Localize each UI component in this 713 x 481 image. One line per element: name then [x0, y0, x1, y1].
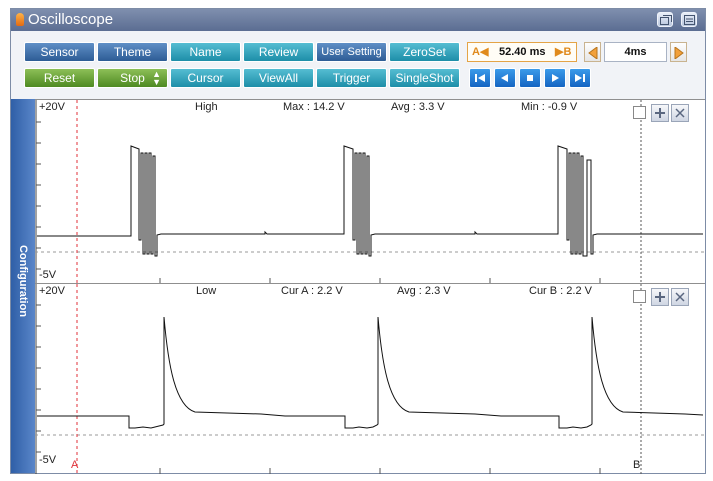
- channel-2-trace: [35, 284, 705, 474]
- stop-playback-button[interactable]: [519, 68, 541, 88]
- cursor-b-tag: ▶B: [555, 46, 572, 58]
- oscilloscope-window: Oscilloscope Sensor Theme Name Review Us…: [10, 8, 706, 474]
- stop-icon: [527, 75, 533, 81]
- cursor-button[interactable]: Cursor: [170, 68, 241, 88]
- cursor-delta-display: A◀ 52.40 ms ▶B: [467, 42, 577, 62]
- updown-icon: ▲ ▼: [152, 69, 161, 87]
- channel-1-ymin-label: -5V: [39, 269, 57, 281]
- zeroset-button[interactable]: ZeroSet: [389, 42, 460, 62]
- menu-window-button[interactable]: [681, 12, 697, 27]
- theme-button[interactable]: Theme: [97, 42, 168, 62]
- channel-1-min: Min : -0.9 V: [521, 101, 578, 113]
- channel-1-avg: Avg : 3.3 V: [391, 101, 445, 113]
- toolbar: Sensor Theme Name Review User Setting Ze…: [11, 31, 705, 99]
- stop-select[interactable]: Stop ▲ ▼: [97, 68, 168, 88]
- name-button[interactable]: Name: [170, 42, 241, 62]
- channel-2-mode: Low: [196, 285, 217, 297]
- user-setting-button[interactable]: User Setting: [316, 42, 387, 62]
- cursor-a-tag: A◀: [472, 46, 489, 58]
- channel-2-ymin-label: -5V: [39, 454, 57, 466]
- title-bar: Oscilloscope: [11, 9, 705, 31]
- channel-2-ymax-label: +20V: [39, 285, 65, 297]
- channel-2-close-button[interactable]: [671, 288, 689, 306]
- restore-icon: [660, 15, 672, 25]
- viewall-button[interactable]: ViewAll: [243, 68, 314, 88]
- cursor-a-marker[interactable]: A: [71, 459, 79, 471]
- last-frame-button[interactable]: [569, 68, 591, 88]
- cursor-b-marker[interactable]: B: [633, 459, 641, 471]
- window-title: Oscilloscope: [28, 11, 114, 28]
- play-icon: [552, 74, 559, 82]
- skip-forward-icon: [575, 74, 585, 82]
- menu-icon: [684, 15, 695, 25]
- channel-1-select-checkbox[interactable]: [633, 106, 646, 119]
- stop-label: Stop: [120, 71, 145, 85]
- triangle-left-icon: [588, 47, 598, 59]
- plus-icon: [655, 292, 665, 302]
- channel-1-ymax-label: +20V: [39, 101, 65, 113]
- channel-1-controls: [633, 104, 697, 122]
- play-back-icon: [501, 74, 508, 82]
- close-icon: [675, 108, 685, 118]
- channel-1-max: Max : 14.2 V: [283, 101, 345, 113]
- channel-1-add-button[interactable]: [651, 104, 669, 122]
- channel-2-cur-b: Cur B : 2.2 V: [529, 285, 592, 297]
- timebase-decrease-button[interactable]: [584, 42, 601, 62]
- channel-1-mode: High: [195, 101, 218, 113]
- channel-1-pane: +20V -5V High Max : 14.2 V Avg : 3.3 V M…: [35, 99, 705, 284]
- review-button[interactable]: Review: [243, 42, 314, 62]
- channel-2-add-button[interactable]: [651, 288, 669, 306]
- channel-1-close-button[interactable]: [671, 104, 689, 122]
- restore-window-button[interactable]: [657, 12, 673, 27]
- singleshot-button[interactable]: SingleShot: [389, 68, 460, 88]
- next-frame-button[interactable]: [544, 68, 566, 88]
- first-frame-button[interactable]: [469, 68, 491, 88]
- triangle-right-icon: [674, 47, 684, 59]
- configuration-tab[interactable]: Configuration: [11, 99, 35, 473]
- skip-back-icon: [475, 74, 485, 82]
- channel-2-avg: Avg : 2.3 V: [397, 285, 451, 297]
- channel-2-pane: +20V -5V A B Low Cur A : 2.2 V Avg : 2.3…: [35, 283, 705, 474]
- oscilloscope-icon: [16, 13, 24, 26]
- channel-2-select-checkbox[interactable]: [633, 290, 646, 303]
- channel-2-cur-a: Cur A : 2.2 V: [281, 285, 343, 297]
- cursor-delta-value: 52.40 ms: [499, 46, 546, 58]
- configuration-label: Configuration: [17, 244, 29, 318]
- timebase-increase-button[interactable]: [670, 42, 687, 62]
- close-icon: [675, 292, 685, 302]
- previous-frame-button[interactable]: [494, 68, 516, 88]
- trigger-button[interactable]: Trigger: [316, 68, 387, 88]
- timebase-value: 4ms: [604, 42, 667, 62]
- channel-1-trace: [35, 100, 705, 284]
- sensor-button[interactable]: Sensor: [24, 42, 95, 62]
- channel-2-controls: [633, 288, 697, 306]
- reset-button[interactable]: Reset: [24, 68, 95, 88]
- plus-icon: [655, 108, 665, 118]
